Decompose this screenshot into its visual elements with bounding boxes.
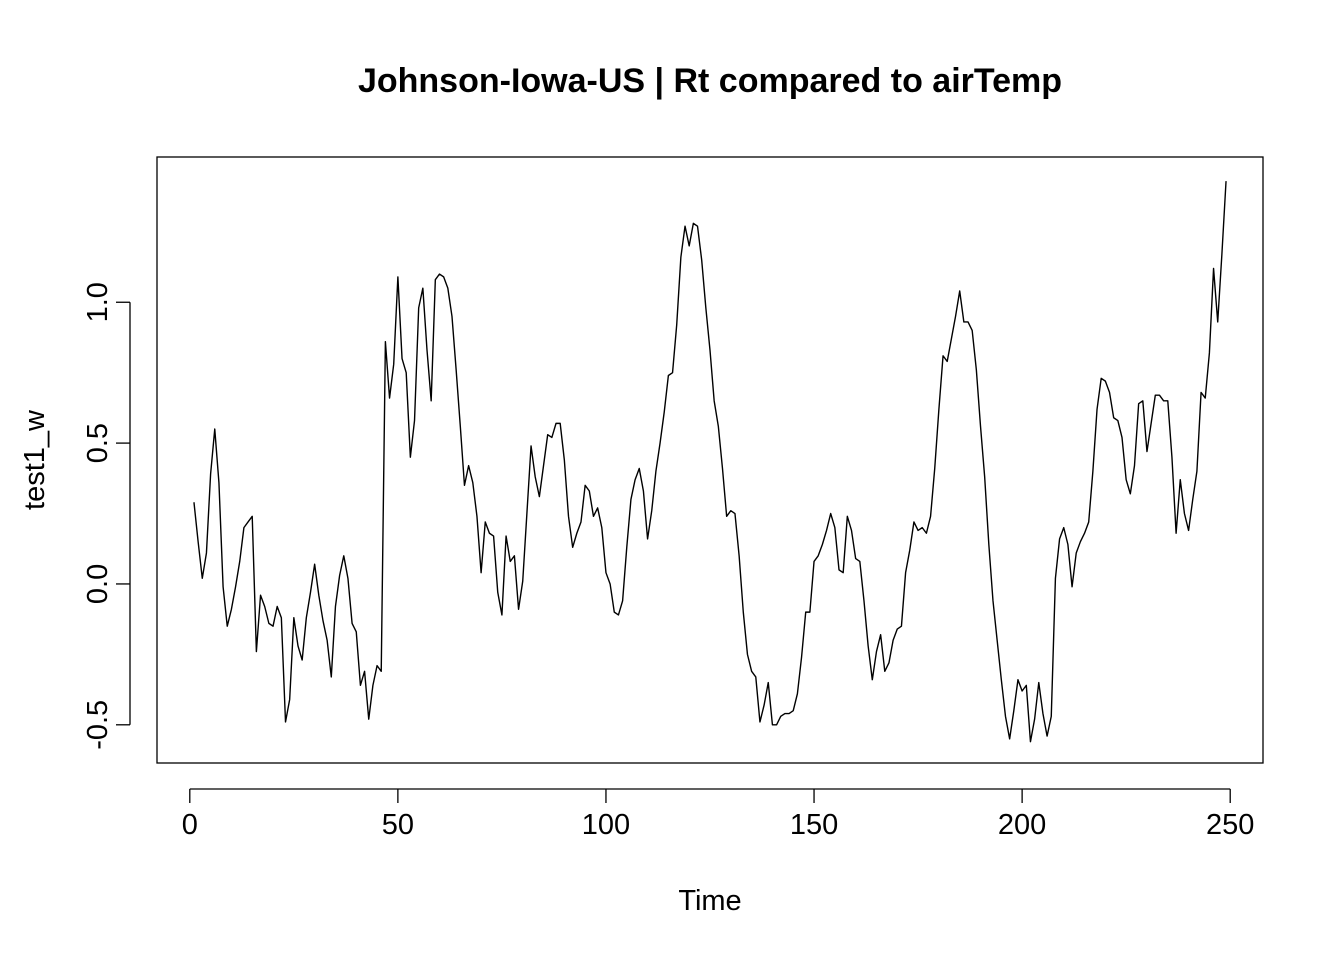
series-line [193,181,1227,743]
x-tick-label: 0 [182,809,198,841]
x-tick-label: 150 [790,809,838,841]
y-tick-label: 0.5 [82,423,114,463]
y-tick-label: -0.5 [82,700,114,750]
chart-title: Johnson-Iowa-US | Rt compared to airTemp [358,62,1062,100]
y-axis-label: test1_w [19,409,51,510]
x-tick-label: 200 [998,809,1046,841]
x-tick-label: 100 [582,809,630,841]
x-tick-label: 50 [382,809,414,841]
x-axis-label: Time [678,885,741,917]
y-tick-label: 1.0 [82,282,114,322]
x-axis: 0 50 100 150 200 250 [182,788,1254,841]
x-tick-label: 250 [1206,809,1254,841]
plot-frame [156,156,1264,764]
y-axis: -0.5 0.0 0.5 1.0 [82,282,131,750]
y-tick-label: 0.0 [82,564,114,604]
